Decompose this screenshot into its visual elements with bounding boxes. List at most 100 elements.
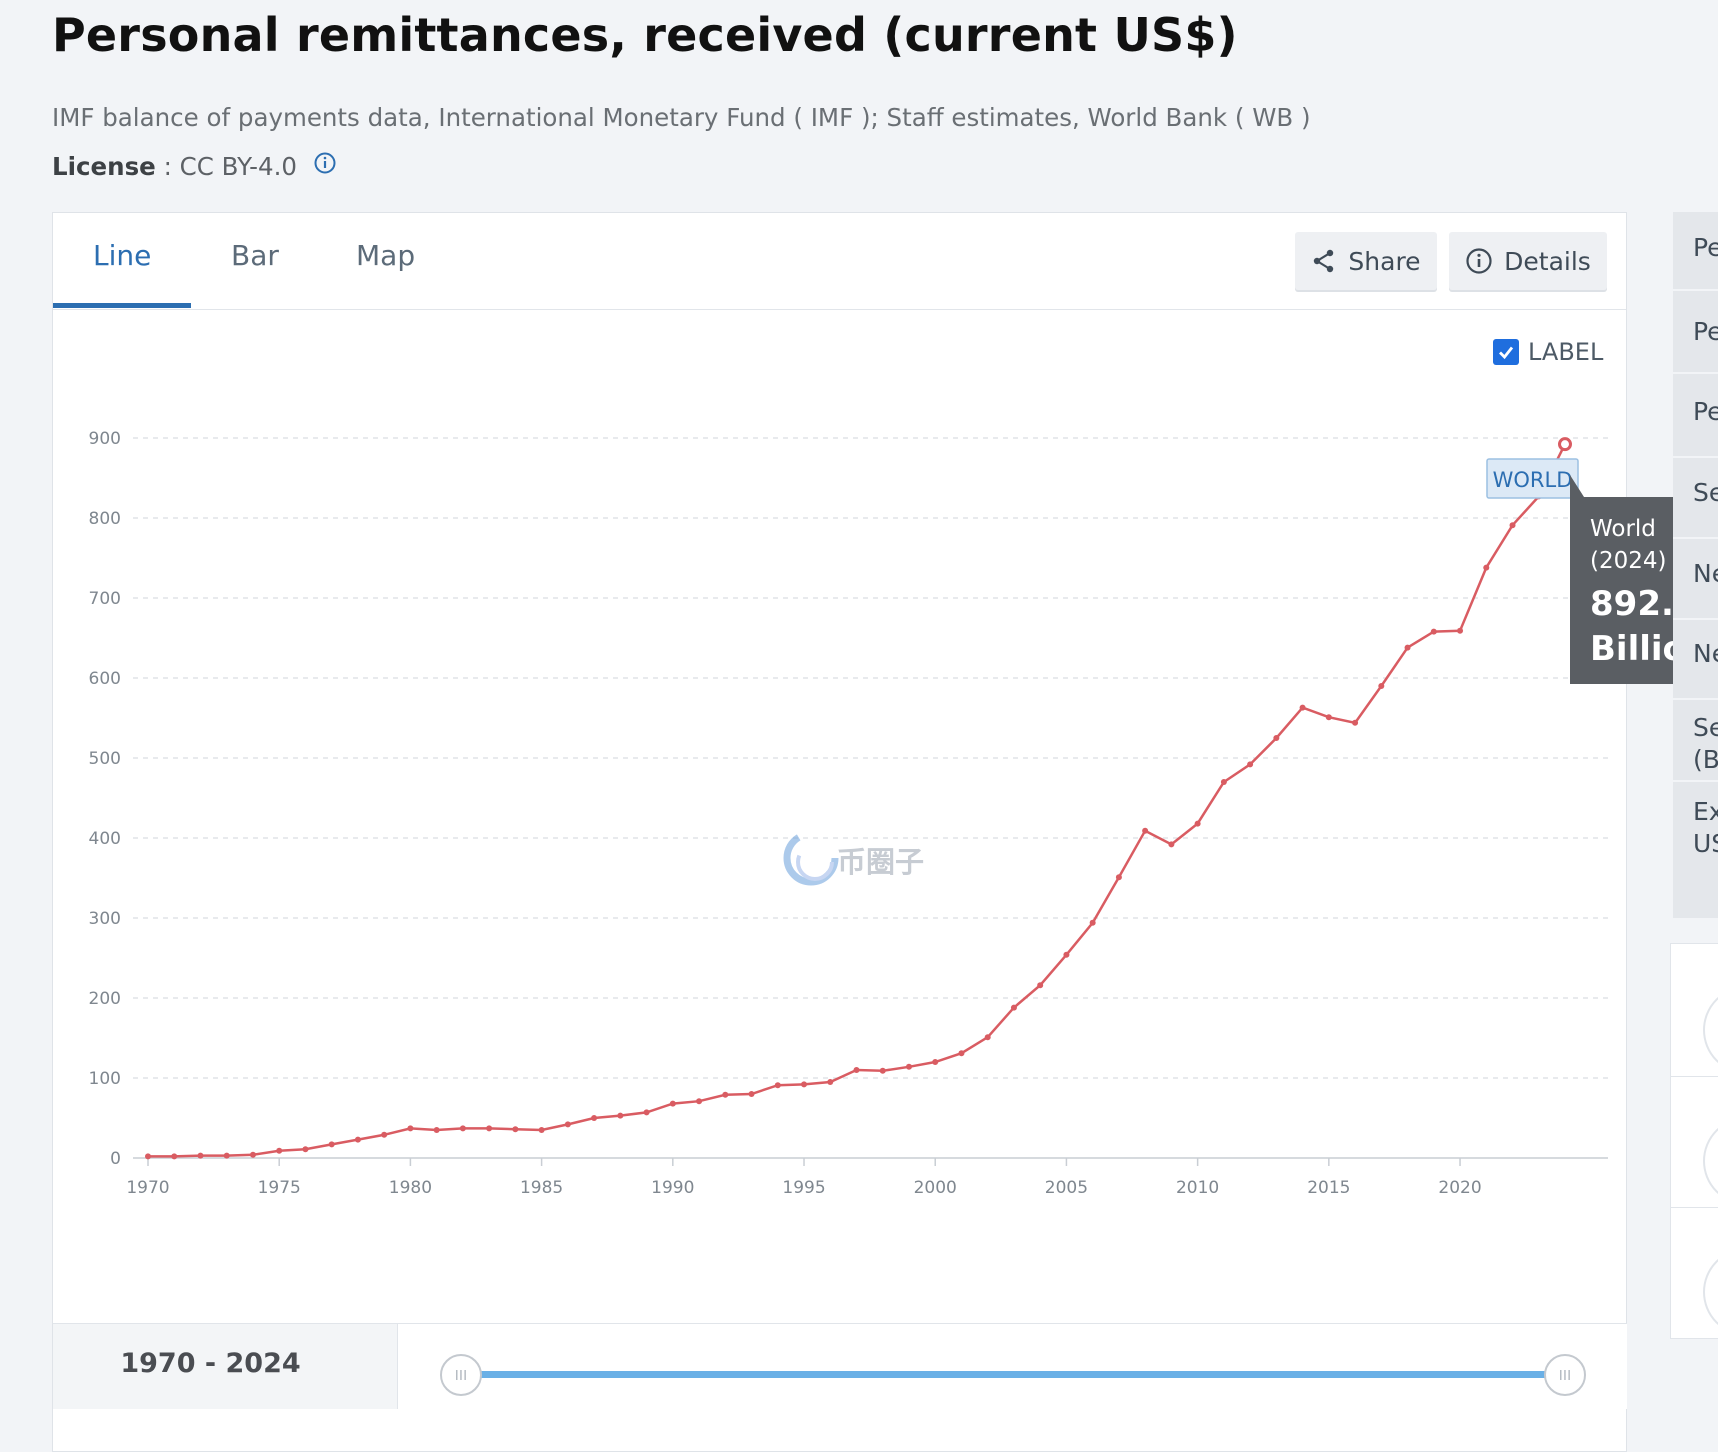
data-point[interactable] xyxy=(1430,628,1437,635)
divider xyxy=(1673,698,1718,700)
data-point[interactable] xyxy=(774,1082,781,1089)
data-point[interactable] xyxy=(984,1034,991,1041)
side-panel-item[interactable]: Pe xyxy=(1693,233,1718,262)
divider xyxy=(1671,1076,1718,1077)
x-tick-label: 1970 xyxy=(126,1178,169,1198)
data-point[interactable] xyxy=(538,1127,545,1133)
range-slider-track[interactable] xyxy=(463,1371,1575,1378)
share-button[interactable]: Share xyxy=(1295,232,1437,290)
data-point[interactable] xyxy=(1168,841,1175,848)
label-toggle[interactable]: LABEL xyxy=(1493,338,1603,366)
data-point[interactable] xyxy=(879,1067,886,1074)
divider xyxy=(1673,456,1718,458)
tab-map[interactable]: Map xyxy=(356,239,416,272)
y-tick-label: 0 xyxy=(110,1149,121,1169)
data-point[interactable] xyxy=(905,1063,912,1070)
circle-icon[interactable] xyxy=(1703,1117,1718,1205)
side-panel-item[interactable]: Se (B xyxy=(1693,713,1718,774)
details-button[interactable]: Details xyxy=(1449,232,1607,290)
circle-icon[interactable] xyxy=(1703,1248,1718,1336)
x-tick-label: 2005 xyxy=(1045,1178,1088,1198)
data-point[interactable] xyxy=(643,1109,650,1116)
data-point[interactable] xyxy=(591,1115,598,1121)
data-point[interactable] xyxy=(354,1136,361,1143)
divider xyxy=(1673,780,1718,782)
data-point[interactable] xyxy=(249,1151,256,1158)
data-point[interactable] xyxy=(1063,951,1070,958)
data-point[interactable] xyxy=(328,1141,335,1148)
y-tick-label: 500 xyxy=(89,749,121,769)
data-point[interactable] xyxy=(459,1125,466,1132)
data-point[interactable] xyxy=(1457,627,1464,634)
data-point[interactable] xyxy=(276,1147,283,1154)
data-point[interactable] xyxy=(407,1125,414,1132)
watermark-text: 币圈子 xyxy=(837,845,924,879)
data-point[interactable] xyxy=(302,1146,309,1153)
data-point[interactable] xyxy=(1010,1004,1017,1011)
side-panel-item[interactable]: Pe xyxy=(1693,317,1718,346)
data-point[interactable] xyxy=(564,1121,571,1128)
grip-icon xyxy=(1560,1370,1570,1380)
data-point[interactable] xyxy=(958,1050,965,1057)
details-label: Details xyxy=(1504,246,1591,276)
data-point[interactable] xyxy=(171,1153,178,1160)
data-point[interactable] xyxy=(433,1127,440,1133)
data-point[interactable] xyxy=(1404,644,1411,651)
side-panel-item[interactable]: Ne xyxy=(1693,639,1718,668)
side-panel-item[interactable]: Pe xyxy=(1693,397,1718,426)
data-point-highlighted[interactable] xyxy=(1558,437,1572,452)
data-point[interactable] xyxy=(1089,919,1096,926)
tab-bar[interactable]: Bar xyxy=(231,239,279,272)
x-tick-label: 2010 xyxy=(1176,1178,1219,1198)
data-point[interactable] xyxy=(1509,522,1516,529)
data-point[interactable] xyxy=(617,1112,624,1119)
data-point[interactable] xyxy=(381,1131,388,1138)
data-point[interactable] xyxy=(1115,874,1122,881)
range-start-handle[interactable] xyxy=(440,1354,482,1396)
data-point[interactable] xyxy=(669,1100,676,1107)
data-point[interactable] xyxy=(1194,820,1201,827)
y-tick-label: 600 xyxy=(89,669,121,689)
series-line-world xyxy=(148,443,1567,1158)
data-point[interactable] xyxy=(1220,779,1227,785)
data-point[interactable] xyxy=(197,1152,204,1159)
data-point[interactable] xyxy=(145,1153,151,1160)
data-point[interactable] xyxy=(722,1091,729,1098)
y-tick-label: 700 xyxy=(89,589,121,609)
data-point[interactable] xyxy=(748,1091,755,1097)
data-point[interactable] xyxy=(827,1079,834,1085)
side-panel-item[interactable]: Se xyxy=(1693,478,1718,507)
data-point[interactable] xyxy=(1273,735,1280,741)
divider xyxy=(1673,537,1718,539)
data-point[interactable] xyxy=(486,1125,493,1132)
data-point[interactable] xyxy=(1325,714,1332,721)
data-point[interactable] xyxy=(1483,564,1490,571)
data-point[interactable] xyxy=(696,1098,703,1105)
side-panel-item[interactable]: Ne xyxy=(1693,559,1718,588)
tooltip-series: World xyxy=(1590,516,1656,542)
circle-icon[interactable] xyxy=(1703,986,1718,1074)
data-point[interactable] xyxy=(932,1059,939,1065)
x-axis: 1970 1975 1980 1985 1990 1995 2000 2005 2010 2015… xyxy=(126,1157,1608,1198)
info-icon[interactable] xyxy=(313,151,337,181)
data-point[interactable] xyxy=(1299,704,1306,711)
x-tick-label: 1980 xyxy=(389,1178,432,1198)
data-point[interactable] xyxy=(801,1081,808,1088)
range-end-handle[interactable] xyxy=(1544,1354,1586,1396)
side-panel-item[interactable]: ExUS xyxy=(1693,797,1718,858)
data-point[interactable] xyxy=(1142,827,1149,834)
watermark-logo xyxy=(783,830,839,886)
world-series-tag: WORLD xyxy=(1486,458,1579,499)
data-point[interactable] xyxy=(223,1152,230,1159)
data-point[interactable] xyxy=(1352,719,1359,726)
share-icon xyxy=(1314,249,1334,273)
data-point[interactable] xyxy=(1247,761,1254,768)
data-point[interactable] xyxy=(1037,982,1044,989)
label-checkbox[interactable] xyxy=(1493,339,1519,365)
tab-line[interactable]: Line xyxy=(93,239,152,272)
data-point[interactable] xyxy=(1378,683,1385,689)
data-point[interactable] xyxy=(853,1067,860,1073)
range-display: 1970 - 2024 xyxy=(53,1324,398,1409)
data-point[interactable] xyxy=(512,1126,519,1133)
share-label: Share xyxy=(1348,246,1421,276)
